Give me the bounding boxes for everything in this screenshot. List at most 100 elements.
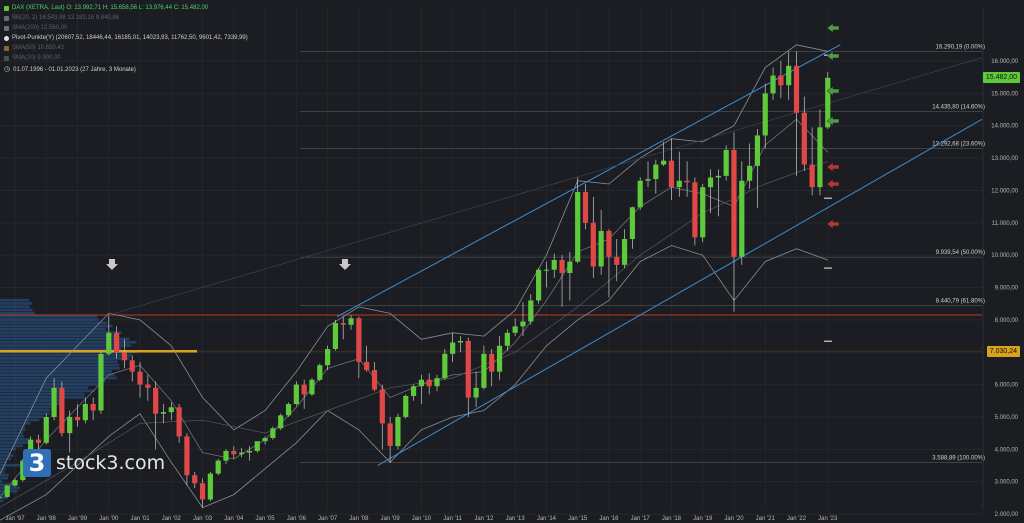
candle-up[interactable] [434, 378, 439, 386]
candle-down[interactable] [184, 436, 189, 475]
candle-up[interactable] [622, 239, 627, 265]
legend-pivot[interactable]: Pivot-Punkte(Y) (20607,52, 18446,44, 161… [4, 33, 248, 43]
candle-down[interactable] [177, 407, 182, 436]
candle-up[interactable] [638, 181, 643, 208]
candle-down[interactable] [559, 260, 564, 273]
candle-down[interactable] [372, 370, 377, 389]
candle-down[interactable] [145, 385, 150, 388]
candle-down[interactable] [122, 352, 127, 360]
candle-down[interactable] [192, 475, 197, 483]
candle-down[interactable] [200, 483, 205, 499]
candle-down[interactable] [114, 333, 119, 352]
candle-up[interactable] [473, 388, 478, 398]
candle-down[interactable] [684, 181, 689, 183]
candle-up[interactable] [770, 76, 775, 94]
candle-up[interactable] [661, 161, 666, 165]
candle-up[interactable] [403, 396, 408, 417]
candle-up[interactable] [513, 326, 518, 332]
candle-down[interactable] [583, 192, 588, 223]
candle-down[interactable] [380, 389, 385, 423]
candle-up[interactable] [599, 231, 604, 267]
candle-up[interactable] [223, 451, 228, 461]
candle-up[interactable] [98, 354, 103, 411]
candle-up[interactable] [458, 341, 463, 343]
candle-up[interactable] [755, 135, 760, 165]
candle-up[interactable] [278, 415, 283, 428]
candle-up[interactable] [12, 480, 17, 486]
candle-down[interactable] [591, 223, 596, 267]
candle-up[interactable] [51, 388, 56, 417]
candle-up[interactable] [763, 93, 768, 135]
candle-up[interactable] [216, 461, 221, 474]
candle-up[interactable] [333, 323, 338, 349]
candle-down[interactable] [36, 440, 41, 443]
candle-up[interactable] [106, 333, 111, 354]
candle-up[interactable] [645, 179, 650, 181]
candle-up[interactable] [270, 428, 275, 438]
candle-up[interactable] [497, 346, 502, 372]
candle-up[interactable] [724, 150, 729, 176]
candle-up[interactable] [630, 207, 635, 239]
candle-up[interactable] [44, 417, 49, 443]
candle-down[interactable] [356, 318, 361, 362]
candle-up[interactable] [419, 380, 424, 386]
candle-up[interactable] [286, 404, 291, 415]
candle-down[interactable] [614, 257, 619, 265]
candle-up[interactable] [262, 438, 267, 441]
candle-down[interactable] [153, 388, 158, 414]
candle-up[interactable] [708, 177, 713, 187]
candle-up[interactable] [309, 380, 314, 395]
candle-up[interactable] [325, 349, 330, 365]
candle-up[interactable] [208, 474, 213, 500]
candle-down[interactable] [130, 360, 135, 371]
candle-up[interactable] [747, 166, 752, 181]
candle-down[interactable] [137, 372, 142, 385]
candle-up[interactable] [442, 354, 447, 378]
candle-up[interactable] [481, 354, 486, 388]
candle-down[interactable] [388, 423, 393, 446]
candle-down[interactable] [75, 417, 80, 420]
candle-up[interactable] [317, 365, 322, 380]
candle-down[interactable] [778, 76, 783, 86]
candle-up[interactable] [528, 300, 533, 321]
candle-down[interactable] [231, 451, 236, 454]
candle-up[interactable] [520, 321, 525, 326]
candle-up[interactable] [575, 192, 580, 262]
candle-down[interactable] [302, 385, 307, 395]
candle-up[interactable] [161, 412, 166, 414]
candle-up[interactable] [67, 417, 72, 433]
legend-range[interactable]: ◷ 01.07.1996 - 01.01.2023 (27 Jahre, 3 M… [4, 65, 248, 75]
candle-down[interactable] [731, 150, 736, 257]
candle-down[interactable] [669, 161, 674, 188]
candle-down[interactable] [802, 113, 807, 165]
legend-sma20[interactable]: SMA(20) 9.900,00 [4, 53, 248, 63]
candle-up[interactable] [786, 66, 791, 85]
candle-up[interactable] [505, 333, 510, 346]
candle-up[interactable] [5, 486, 10, 497]
candle-up[interactable] [294, 385, 299, 404]
candle-down[interactable] [341, 323, 346, 325]
candle-up[interactable] [411, 386, 416, 396]
legend-sma50[interactable]: SMA(50) 10.650,42 [4, 43, 248, 53]
candle-up[interactable] [716, 176, 721, 178]
legend-dax[interactable]: DAX (XETRA, Last) O: 13.992,71 H: 15.658… [4, 3, 248, 13]
candle-down[interactable] [364, 362, 369, 370]
candle-up[interactable] [536, 270, 541, 301]
candle-down[interactable] [427, 380, 432, 386]
legend-bb[interactable]: BB(20, 2) 16.543,98 13.182,16 9.840,86 [4, 13, 248, 23]
candle-up[interactable] [348, 318, 353, 324]
candle-down[interactable] [692, 182, 697, 237]
candle-up[interactable] [567, 262, 572, 273]
candle-up[interactable] [169, 407, 174, 412]
candle-down[interactable] [794, 66, 799, 113]
candle-down[interactable] [489, 354, 494, 372]
candle-up[interactable] [450, 343, 455, 354]
candle-down[interactable] [91, 404, 96, 410]
candle-up[interactable] [700, 187, 705, 237]
candle-up[interactable] [739, 181, 744, 257]
candle-up[interactable] [239, 453, 244, 455]
candle-up[interactable] [255, 441, 260, 451]
candle-down[interactable] [59, 388, 64, 433]
candle-up[interactable] [247, 451, 252, 453]
